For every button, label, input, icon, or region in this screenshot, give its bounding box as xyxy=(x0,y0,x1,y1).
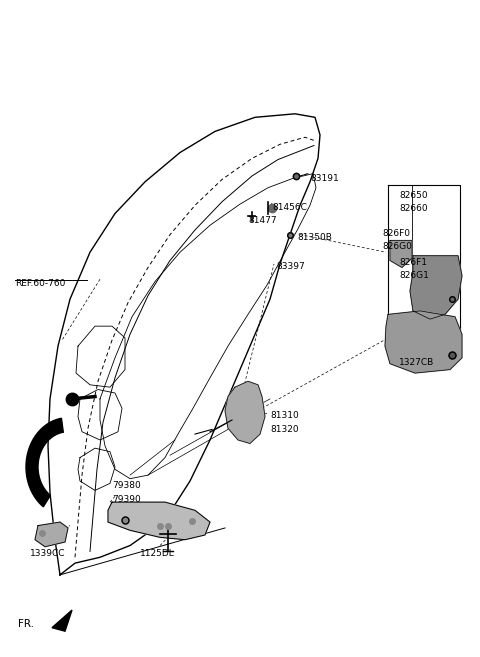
Polygon shape xyxy=(390,240,412,267)
Polygon shape xyxy=(385,311,462,373)
Text: 1339CC: 1339CC xyxy=(30,549,65,558)
Text: 826G1: 826G1 xyxy=(399,271,429,280)
Text: 826F1: 826F1 xyxy=(399,258,427,267)
Text: 82650: 82650 xyxy=(399,191,428,200)
Polygon shape xyxy=(52,610,72,631)
Text: 81456C: 81456C xyxy=(272,203,307,212)
Text: 82660: 82660 xyxy=(399,204,428,213)
Text: 79380: 79380 xyxy=(112,481,141,490)
Polygon shape xyxy=(225,381,265,443)
Text: 83397: 83397 xyxy=(276,261,305,271)
Text: 81310: 81310 xyxy=(270,411,299,420)
Text: 81320: 81320 xyxy=(270,424,299,434)
Text: REF.60-760: REF.60-760 xyxy=(15,279,65,288)
Polygon shape xyxy=(410,256,462,319)
Text: 1125DL: 1125DL xyxy=(140,549,175,558)
Text: 83191: 83191 xyxy=(310,173,339,183)
Text: 826G0: 826G0 xyxy=(382,242,412,251)
Polygon shape xyxy=(26,419,63,507)
Polygon shape xyxy=(108,502,210,539)
Polygon shape xyxy=(35,522,68,547)
Text: 81477: 81477 xyxy=(248,216,276,225)
Text: 79390: 79390 xyxy=(112,495,141,504)
Text: 81350B: 81350B xyxy=(297,233,332,242)
Text: FR.: FR. xyxy=(18,620,34,629)
Text: 826F0: 826F0 xyxy=(382,229,410,238)
Text: 1327CB: 1327CB xyxy=(399,358,434,367)
